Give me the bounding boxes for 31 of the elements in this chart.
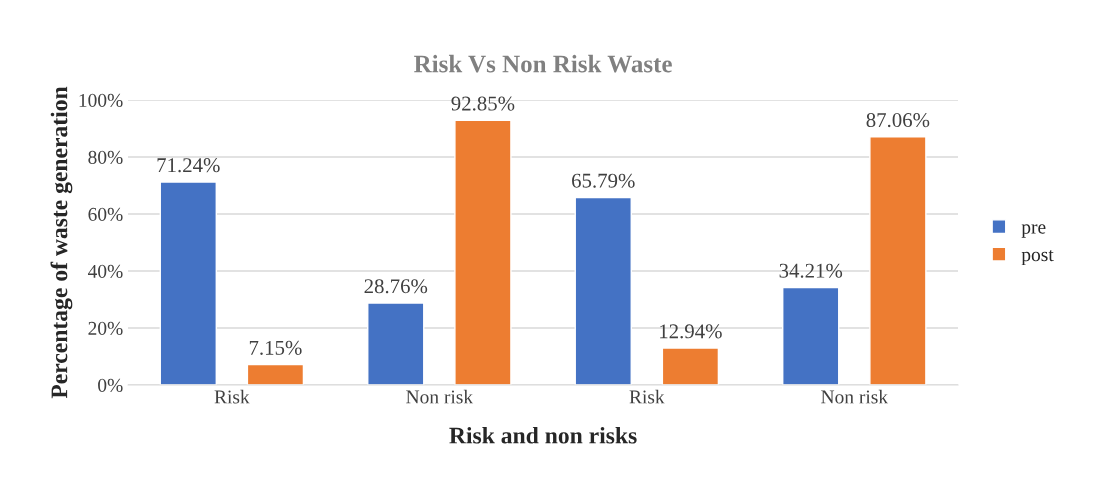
bar — [574, 196, 632, 385]
x-tick-label: Non risk — [406, 389, 474, 404]
x-tick-label: Risk — [214, 389, 250, 404]
x-tick-label: Risk — [629, 389, 665, 404]
data-label: 34.21% — [779, 263, 843, 278]
y-tick-label: 100% — [79, 93, 123, 107]
bar — [869, 136, 927, 385]
y-tick-label: 20% — [88, 321, 123, 335]
data-label: 71.24% — [157, 158, 220, 173]
bar — [159, 181, 217, 385]
data-label: 65.79% — [572, 173, 635, 188]
y-tick-label: 80% — [88, 150, 123, 164]
bar — [367, 302, 425, 385]
data-label: 28.76% — [364, 279, 428, 294]
bar — [782, 286, 840, 385]
y-tick-label: 0% — [98, 378, 123, 392]
x-axis-title: Risk and non risks — [449, 426, 637, 444]
x-tick-label: Non risk — [821, 389, 889, 404]
data-label: 7.15% — [249, 340, 302, 355]
legend-label: pre — [1021, 224, 1046, 238]
bar — [454, 119, 512, 385]
y-tick-label: 60% — [88, 207, 123, 221]
data-label: 12.94% — [660, 324, 722, 339]
bar — [661, 347, 720, 385]
data-label: 87.06% — [866, 113, 930, 128]
y-axis-title: Percentage of waste generation — [50, 86, 73, 399]
legend-label: post — [1021, 250, 1054, 266]
chart-title: Risk Vs Non Risk Waste — [414, 54, 672, 73]
bar — [246, 363, 305, 385]
y-tick-label: 40% — [87, 264, 123, 278]
data-label: 92.85% — [451, 96, 515, 111]
